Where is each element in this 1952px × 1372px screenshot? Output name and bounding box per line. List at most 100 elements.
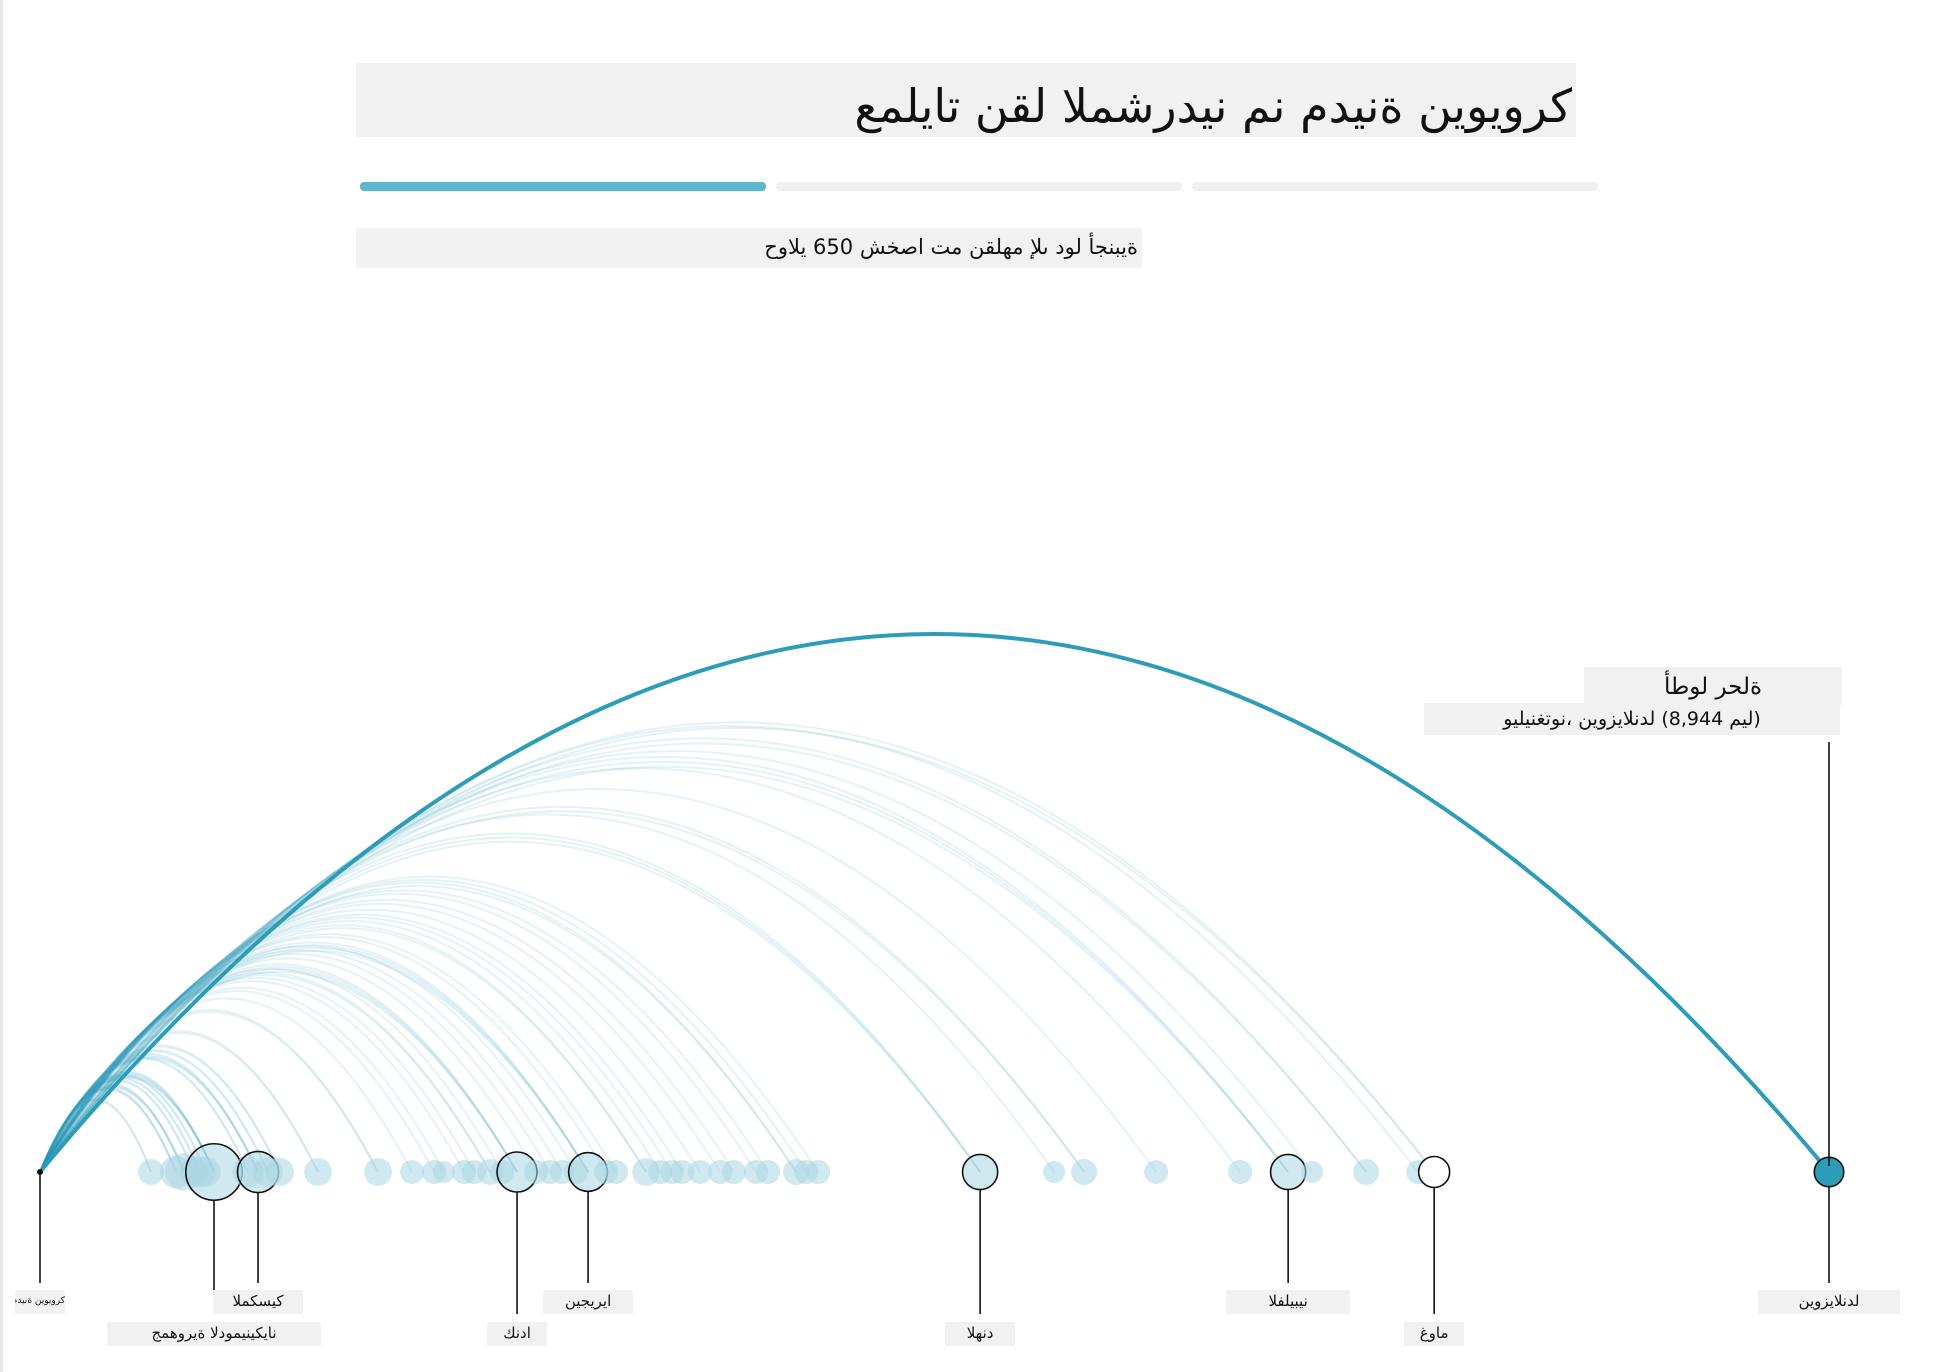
destination-bubble (604, 1159, 629, 1185)
arc (39, 1076, 215, 1173)
arc (39, 946, 589, 1173)
destination-bubble (1144, 1159, 1169, 1185)
axis-label: ادنك (487, 1322, 548, 1346)
arc (39, 1075, 215, 1173)
arc (39, 761, 1289, 1173)
arc (39, 1098, 152, 1173)
arc-longest (38, 632, 1831, 1174)
arc (39, 953, 551, 1173)
arc (39, 971, 491, 1173)
arc (39, 941, 589, 1173)
arc (39, 949, 563, 1173)
arc (39, 832, 981, 1173)
arc (39, 963, 518, 1173)
arc (39, 908, 701, 1173)
arc (39, 949, 589, 1173)
destination-bubble (1043, 1161, 1066, 1183)
destination-bubble (266, 1158, 294, 1186)
arc (39, 974, 491, 1173)
arc (39, 927, 647, 1173)
arc (39, 945, 577, 1173)
arc (39, 737, 1367, 1173)
arc (39, 725, 1419, 1173)
arc (39, 898, 735, 1173)
arc (39, 889, 769, 1173)
arc (39, 1083, 185, 1173)
arc (39, 810, 1085, 1173)
destination-bubble (722, 1159, 747, 1185)
destination-bubble (137, 1158, 165, 1186)
destination-bubble (399, 1159, 425, 1185)
progress-step-1 (360, 182, 766, 191)
arc (39, 903, 721, 1173)
arc (39, 1089, 177, 1173)
arc (39, 933, 617, 1173)
destination-bubble (806, 1159, 831, 1185)
arc (39, 742, 1367, 1173)
destination-bubble (688, 1159, 713, 1185)
arc (39, 875, 819, 1173)
arc (39, 885, 797, 1173)
arc (39, 1030, 319, 1173)
arc (39, 1049, 269, 1173)
arc (39, 1055, 259, 1173)
destination-bubble-labeled (961, 1153, 999, 1191)
axis-label: دنهلا (945, 1322, 1016, 1346)
destination-bubble (1228, 1159, 1253, 1185)
arc (39, 1074, 215, 1173)
arc (39, 936, 607, 1173)
left-border (0, 0, 3, 1372)
arc (39, 1058, 249, 1173)
destination-bubble (670, 1159, 695, 1185)
annotation-title: ةلحر لوطأ (1584, 667, 1842, 705)
arc (39, 924, 647, 1173)
arc (39, 966, 518, 1173)
axis-label: كيسكملا (213, 1290, 304, 1314)
arc (39, 968, 503, 1173)
axis-label: لدنلايزوين (1758, 1290, 1900, 1314)
destination-bubble (1353, 1158, 1380, 1186)
arc (39, 1088, 177, 1173)
arc (39, 990, 435, 1173)
page-title: كرويوين ةنيدم نم نيدرشملا لقن تايلمع (356, 63, 1576, 137)
progress-step-fill (360, 182, 766, 191)
destination-bubble-labeled (1417, 1155, 1451, 1189)
arc (39, 1078, 195, 1173)
progress-step-3 (1192, 182, 1598, 191)
arc (39, 970, 518, 1173)
destination-bubble (756, 1159, 781, 1185)
arc (39, 1056, 249, 1173)
arc (39, 721, 1435, 1173)
arc (39, 997, 413, 1173)
arc (39, 986, 445, 1173)
arcs-group (38, 632, 1831, 1174)
arc (39, 879, 807, 1173)
arc (39, 1011, 379, 1173)
arc (39, 767, 1241, 1173)
destination-bubble (364, 1158, 392, 1186)
axis-label: نايكينيمودلا ةيروهمج (107, 1322, 322, 1346)
arc (39, 1032, 319, 1173)
arc (39, 756, 1289, 1173)
page-subtitle: ةيبنجأ لود ىلإ مهلقن مت اصخش 650 يلاوح (356, 228, 1142, 268)
arc (39, 1045, 281, 1173)
arc (39, 881, 797, 1173)
arc (39, 750, 1313, 1173)
destination-bubble (1301, 1161, 1324, 1183)
axis-label: نيبيلفلا (1226, 1290, 1351, 1314)
axis-label: ايريجين (543, 1290, 634, 1314)
arc (39, 1087, 177, 1173)
arc (39, 968, 518, 1173)
destination-bubble-labeled (1269, 1153, 1307, 1191)
destination-bubble (1071, 1158, 1098, 1186)
destination-bubble (433, 1161, 456, 1183)
arc (39, 1057, 259, 1173)
arc (39, 788, 1157, 1173)
arc (39, 1099, 152, 1173)
arc (39, 836, 981, 1173)
arc (39, 766, 1289, 1173)
arc (39, 805, 1085, 1173)
arc (39, 1009, 379, 1173)
arc (39, 892, 757, 1173)
arc (39, 976, 475, 1173)
